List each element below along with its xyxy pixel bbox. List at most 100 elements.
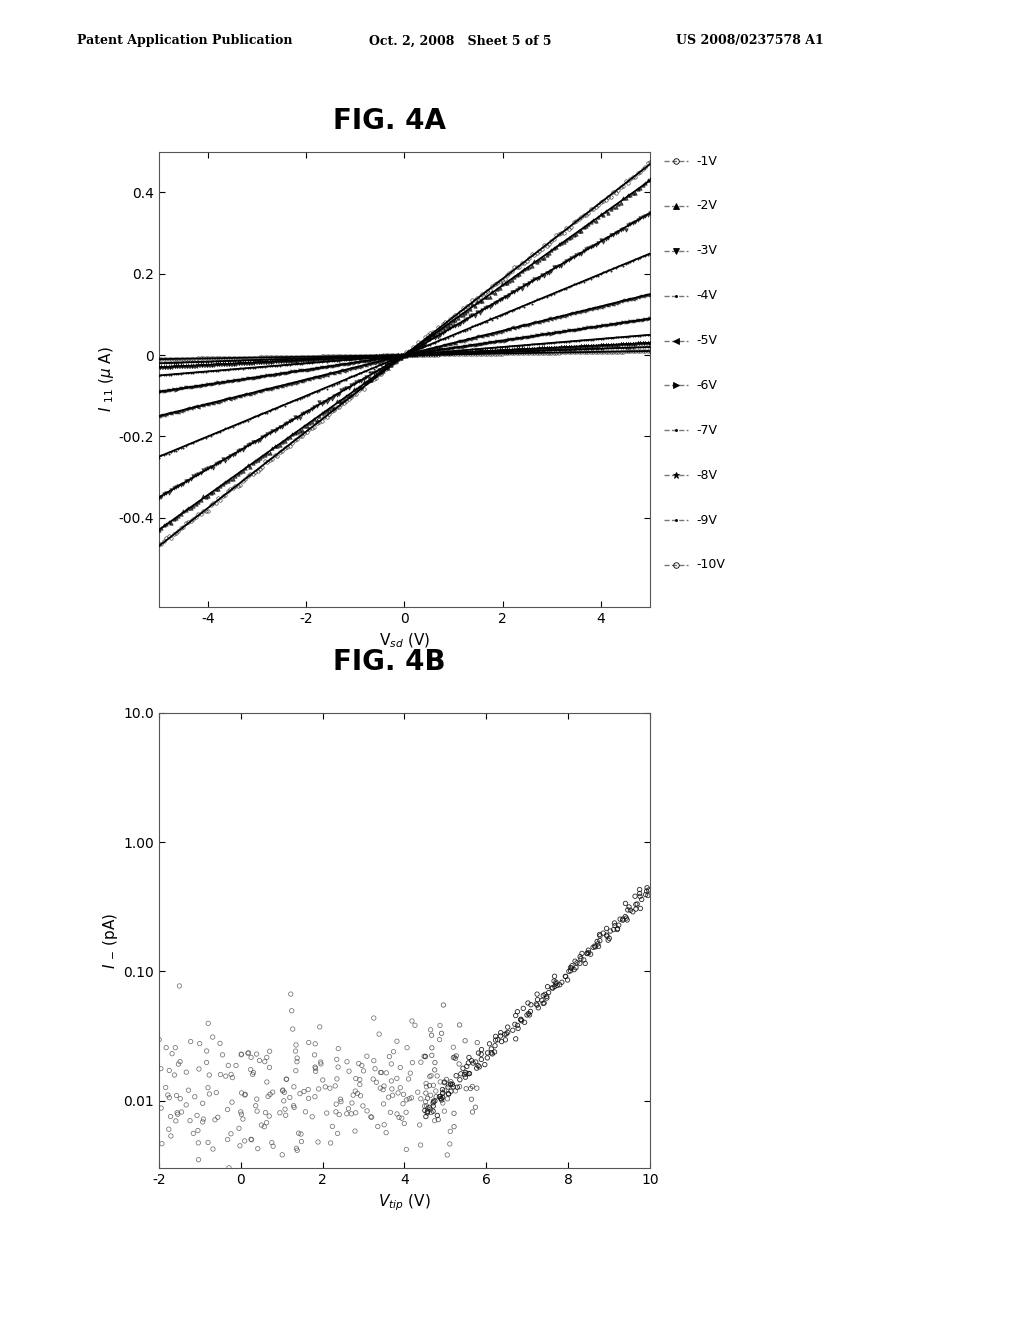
Point	[332, 1089, 348, 1110]
Point	[439, 1077, 456, 1098]
Point	[232, 1101, 249, 1122]
Point	[434, 1086, 451, 1107]
Point	[587, 936, 603, 957]
Point	[188, 1105, 205, 1126]
Point	[441, 1134, 458, 1155]
Point	[539, 987, 555, 1008]
Point	[468, 1052, 484, 1073]
Point	[312, 1052, 329, 1073]
Point	[628, 894, 644, 915]
Point	[353, 1055, 370, 1076]
Point	[265, 1135, 282, 1156]
Point	[500, 1016, 516, 1038]
Point	[283, 983, 299, 1005]
Point	[427, 1090, 443, 1111]
Text: Oct. 2, 2008   Sheet 5 of 5: Oct. 2, 2008 Sheet 5 of 5	[369, 34, 551, 48]
Point	[200, 1131, 216, 1152]
Point	[228, 1055, 245, 1076]
Point	[439, 1088, 456, 1109]
Text: -5V: -5V	[696, 334, 718, 347]
Point	[340, 1098, 356, 1119]
Point	[260, 1086, 276, 1107]
Point	[493, 1026, 509, 1047]
Point	[479, 1043, 496, 1064]
Point	[153, 1097, 169, 1118]
Point	[293, 1131, 309, 1152]
Point	[158, 1180, 174, 1201]
Point	[609, 919, 626, 940]
Point	[568, 957, 585, 978]
Point	[205, 1027, 221, 1048]
Point	[423, 1098, 439, 1119]
Point	[433, 1023, 450, 1044]
Point	[628, 899, 644, 920]
Point	[219, 1129, 236, 1150]
Point	[519, 1005, 536, 1026]
Point	[417, 1045, 433, 1067]
Point	[169, 1102, 185, 1123]
Point	[366, 1051, 382, 1072]
Point	[365, 1068, 381, 1089]
Text: -8V: -8V	[696, 469, 718, 482]
Point	[609, 919, 626, 940]
Point	[444, 1073, 461, 1094]
Point	[486, 1041, 503, 1063]
Point	[163, 1106, 179, 1127]
Point	[233, 1082, 250, 1104]
Point	[253, 1114, 269, 1135]
Point	[398, 1089, 415, 1110]
Point	[158, 1077, 174, 1098]
Point	[237, 1130, 253, 1151]
Point	[158, 1038, 174, 1059]
Point	[196, 1109, 212, 1130]
Point	[563, 957, 580, 978]
Text: -2V: -2V	[696, 199, 717, 213]
Point	[307, 1061, 324, 1082]
Point	[378, 1063, 394, 1084]
Point	[445, 1036, 462, 1057]
Point	[243, 1047, 259, 1068]
Point	[547, 966, 563, 987]
Text: -6V: -6V	[696, 379, 717, 392]
Point	[432, 1088, 449, 1109]
Point	[420, 1088, 436, 1109]
Point	[329, 1068, 345, 1089]
Point	[383, 1053, 399, 1074]
Point	[540, 975, 556, 997]
Point	[568, 952, 585, 973]
Point	[445, 1102, 462, 1123]
Point	[417, 1096, 433, 1117]
Point	[421, 1097, 437, 1118]
Point	[590, 933, 606, 954]
Point	[343, 1104, 359, 1125]
Point	[178, 1061, 195, 1082]
Point	[602, 920, 618, 941]
Point	[347, 1081, 364, 1102]
Point	[163, 1126, 179, 1147]
Point	[289, 1051, 305, 1072]
Point	[329, 1049, 345, 1071]
Point	[500, 1022, 516, 1043]
Point	[522, 994, 539, 1015]
Point	[245, 1064, 261, 1085]
Point	[376, 1114, 392, 1135]
Point	[286, 1096, 302, 1117]
Point	[210, 1106, 226, 1127]
Point	[274, 1080, 291, 1101]
Point	[436, 1072, 453, 1093]
Point	[595, 923, 611, 944]
Point	[257, 1051, 273, 1072]
Point	[440, 1074, 457, 1096]
Point	[413, 1088, 429, 1109]
Point	[632, 879, 648, 900]
Point	[592, 924, 608, 945]
Point	[640, 884, 656, 906]
Point	[259, 1047, 275, 1068]
Point	[434, 1078, 451, 1100]
Point	[425, 1093, 441, 1114]
Point	[567, 950, 584, 972]
Point	[291, 1122, 307, 1143]
Point	[429, 1105, 445, 1126]
Point	[422, 1019, 438, 1040]
Point	[433, 1088, 450, 1109]
